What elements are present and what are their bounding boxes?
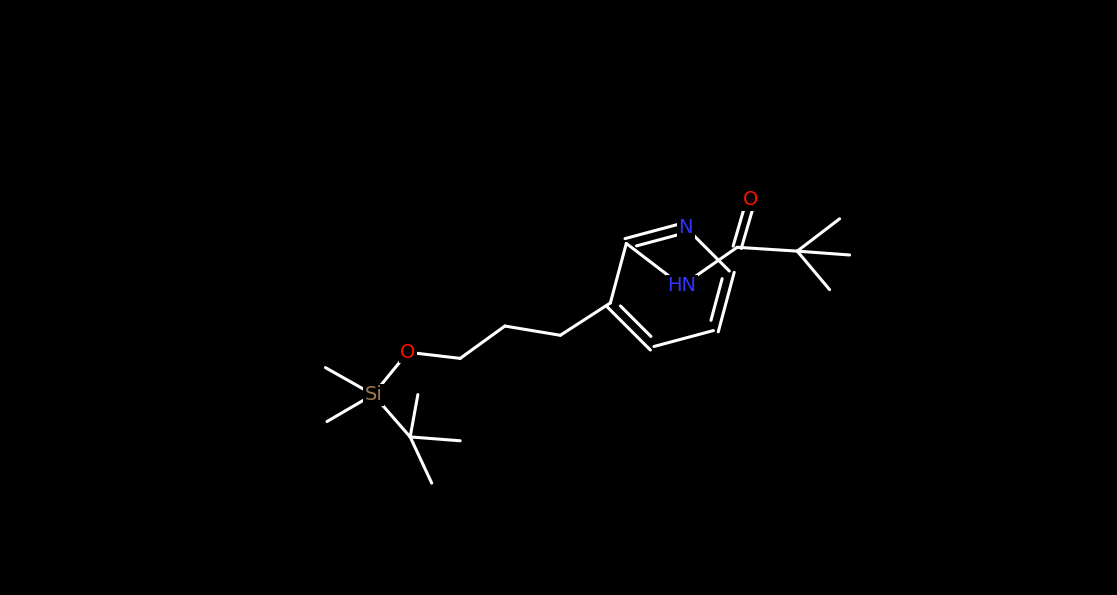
Text: HN: HN [667, 276, 696, 295]
Text: Si: Si [364, 385, 382, 404]
Text: O: O [743, 190, 758, 209]
Text: O: O [400, 343, 416, 362]
Text: N: N [678, 218, 693, 237]
